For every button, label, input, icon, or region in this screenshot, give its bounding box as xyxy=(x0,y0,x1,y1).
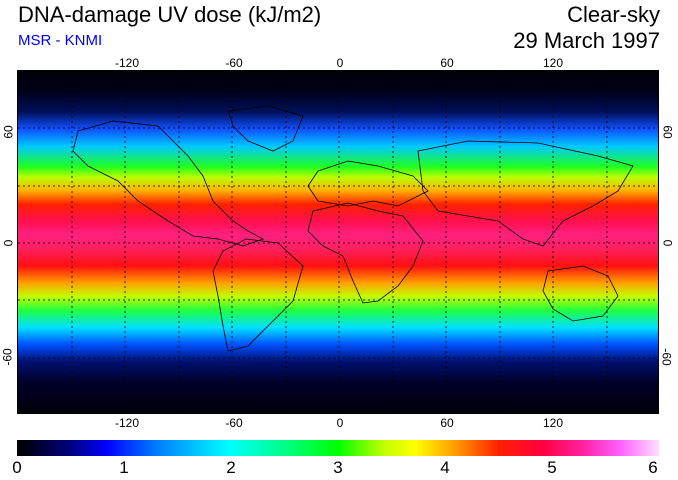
colorbar-label: 4 xyxy=(440,458,450,477)
colorbar-label: 0 xyxy=(12,458,22,477)
lon-tick: -60 xyxy=(225,56,243,70)
europe-outline xyxy=(307,160,429,207)
map-date: 29 March 1997 xyxy=(513,28,660,53)
colorbar-label: 3 xyxy=(333,458,343,477)
asia-outline xyxy=(417,140,634,247)
longitude-ticks-bottom: -120 -60 0 60 120 xyxy=(17,416,659,430)
lat-tick-right: 60 xyxy=(660,125,675,139)
lon-tick: -120 xyxy=(114,416,140,430)
lon-tick: 60 xyxy=(440,416,454,430)
lat-tick-left: 60 xyxy=(1,125,16,139)
lon-tick: -60 xyxy=(225,416,243,430)
lat-tick-right: -60 xyxy=(659,348,674,366)
graticule xyxy=(18,71,658,413)
colorbar-label: 2 xyxy=(226,458,236,477)
lat-tick-left: -60 xyxy=(0,348,15,366)
lon-tick: 120 xyxy=(542,416,564,430)
lat-tick-right: 0 xyxy=(660,239,675,247)
australia-outline xyxy=(542,265,619,322)
sky-condition: Clear-sky xyxy=(567,2,660,27)
greenland-outline xyxy=(227,105,304,152)
colorbar-label: 6 xyxy=(648,458,658,477)
lon-tick: 0 xyxy=(336,416,344,430)
lon-tick: 60 xyxy=(440,56,454,70)
africa-outline xyxy=(307,202,424,304)
lon-tick: 120 xyxy=(542,56,564,70)
lat-tick-left: 0 xyxy=(1,239,16,247)
uv-dose-map xyxy=(17,70,659,414)
north-america-outline xyxy=(72,120,264,247)
coastlines xyxy=(72,105,634,352)
colorbar xyxy=(17,440,659,456)
colorbar-label: 1 xyxy=(119,458,129,477)
south-america-outline xyxy=(212,238,304,352)
map-overlay xyxy=(18,71,658,413)
colorbar-label: 5 xyxy=(547,458,557,477)
map-source: MSR - KNMI xyxy=(18,32,103,49)
longitude-ticks-top: -120 -60 0 60 120 xyxy=(17,56,659,70)
lon-tick: -120 xyxy=(114,56,140,70)
map-title: DNA-damage UV dose (kJ/m2) xyxy=(18,2,322,27)
lon-tick: 0 xyxy=(336,56,344,70)
colorbar-labels: 0 1 2 3 4 5 6 xyxy=(12,458,659,478)
